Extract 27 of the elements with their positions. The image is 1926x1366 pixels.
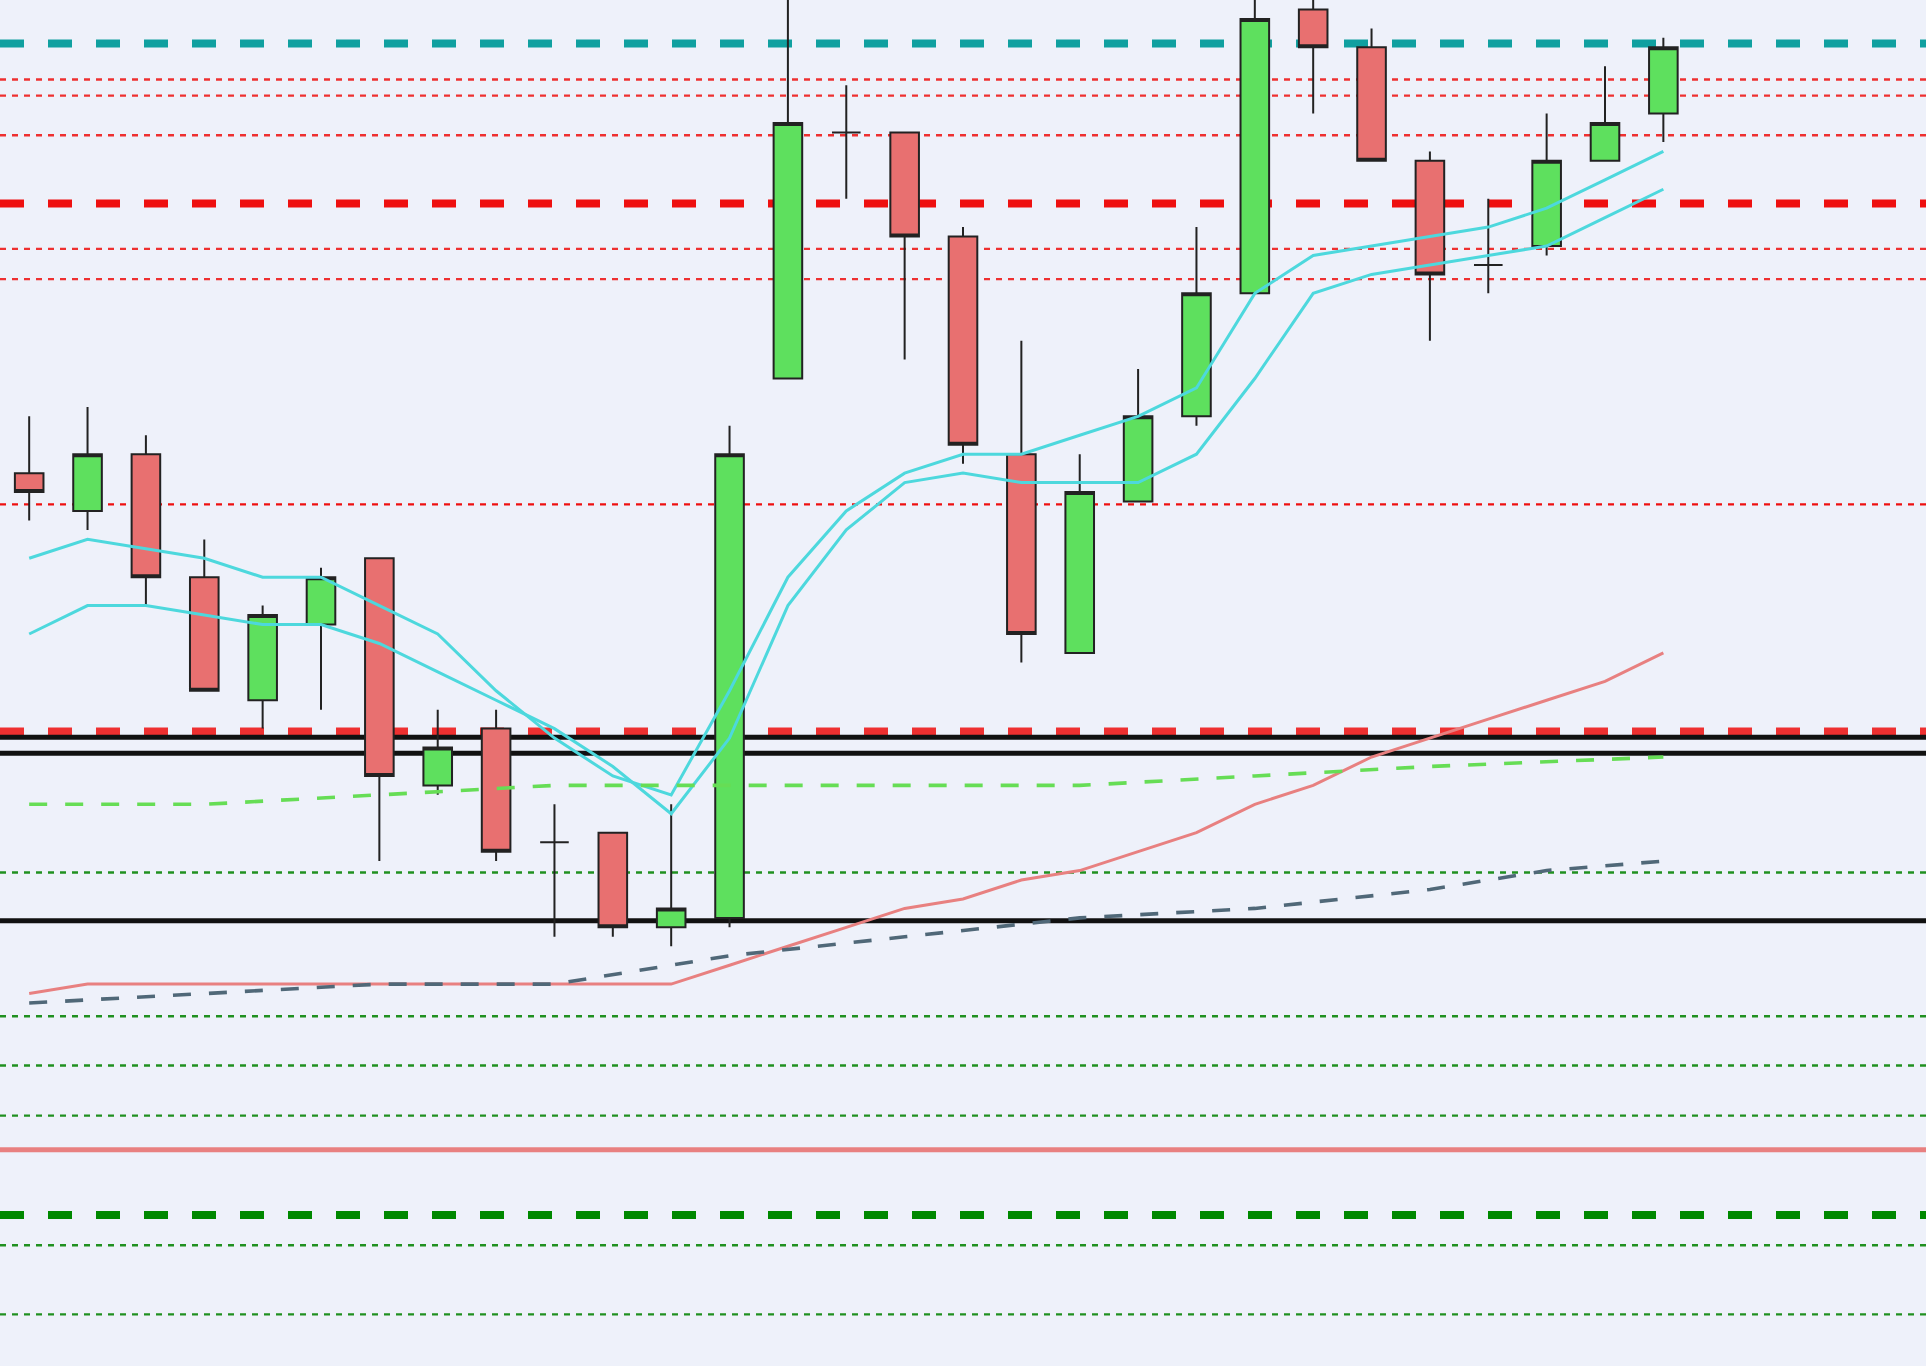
candlestick — [188, 538, 220, 692]
candlestick — [1181, 226, 1212, 427]
candlestick — [830, 84, 862, 200]
candlestick — [889, 131, 920, 361]
candlestick — [1531, 112, 1562, 257]
candlestick — [247, 604, 278, 730]
candlestick — [364, 557, 395, 863]
candlestick — [1472, 197, 1504, 295]
candlestick — [1589, 65, 1621, 162]
candlestick — [130, 434, 162, 607]
candlestick — [947, 226, 979, 465]
candlestick — [1414, 150, 1446, 342]
candlestick — [72, 405, 103, 531]
candlestick — [1006, 339, 1037, 664]
candlestick — [597, 831, 629, 938]
candlestick — [480, 708, 512, 863]
candlestick — [772, 0, 804, 380]
candlestick — [655, 803, 687, 948]
candlestick — [305, 566, 337, 711]
candlestick — [1648, 36, 1679, 143]
candlestick — [1297, 0, 1329, 115]
candlestick — [1122, 368, 1154, 503]
candlestick — [1239, 0, 1271, 295]
candlestick — [13, 415, 45, 522]
candlestick — [1356, 27, 1387, 162]
candlestick — [539, 803, 570, 938]
candlestick — [1064, 453, 1096, 654]
